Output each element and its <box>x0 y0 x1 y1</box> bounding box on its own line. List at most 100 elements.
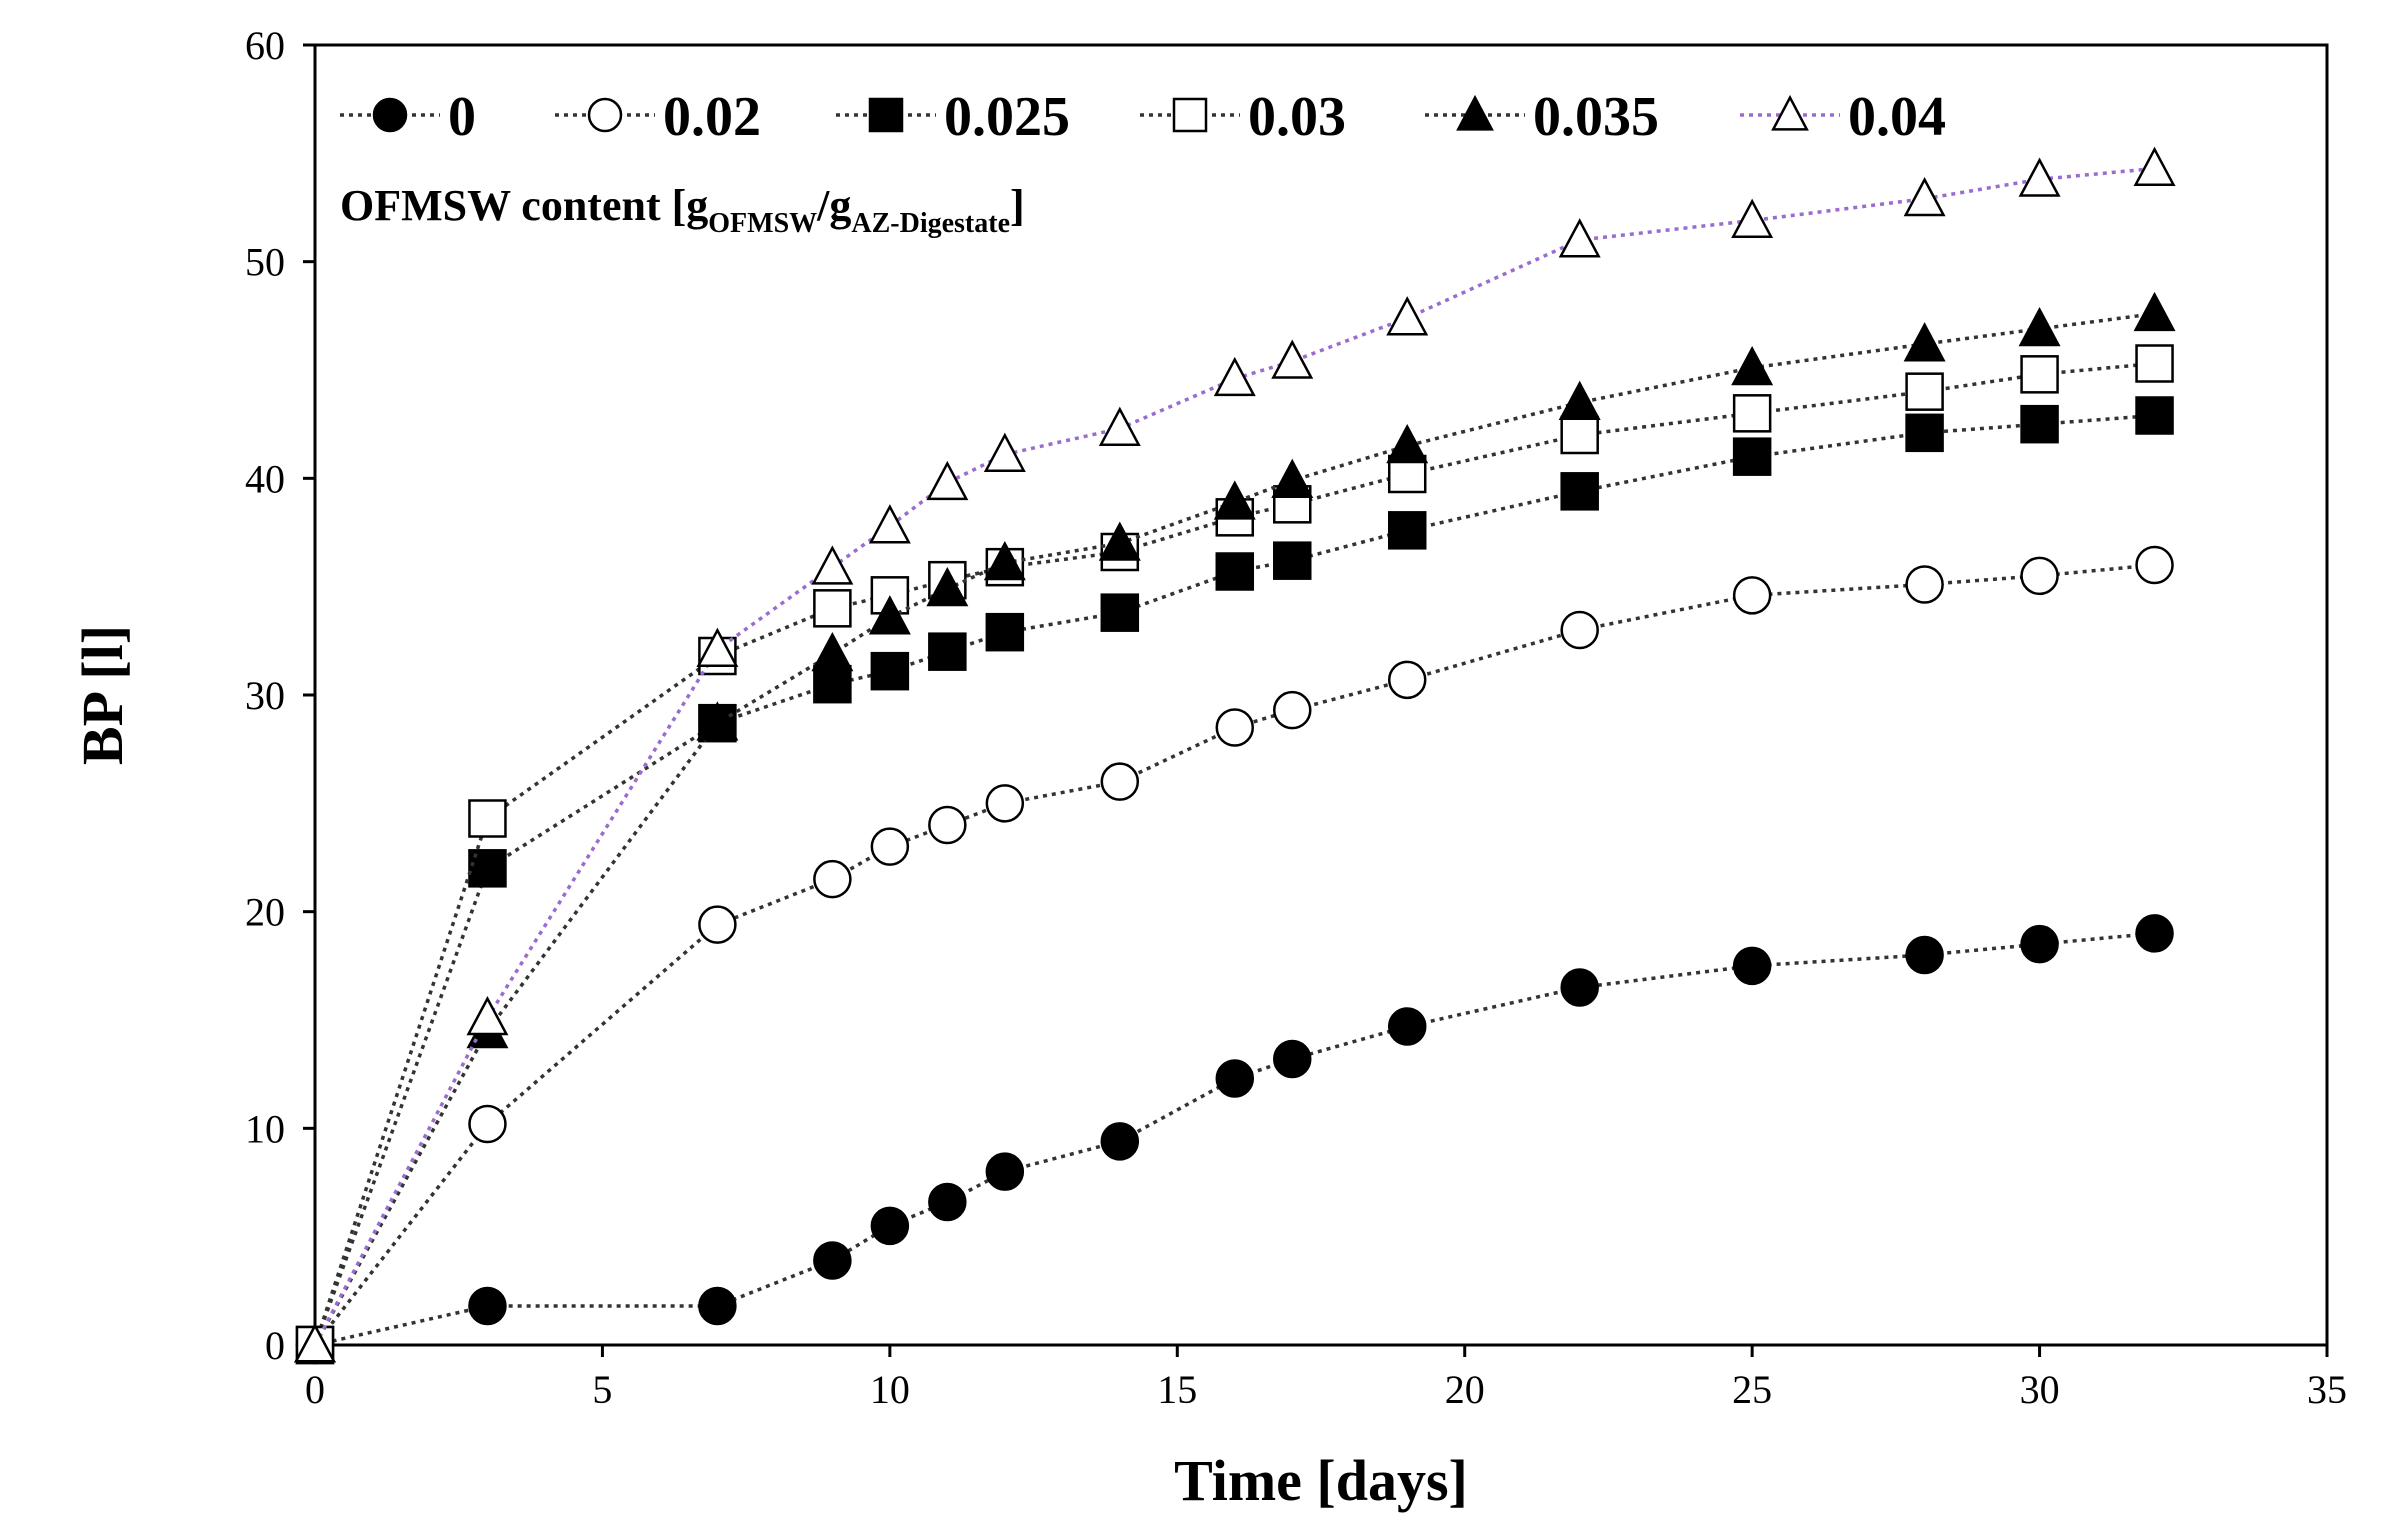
data-point <box>2020 556 2059 596</box>
data-point <box>870 1206 910 1246</box>
axis-ticks: 0 5 10 15 20 25 30 35 0 10 20 30 40 50 60 <box>245 23 2347 1412</box>
data-point <box>868 595 911 635</box>
legend-label: 0.04 <box>1848 86 1946 148</box>
data-point <box>1273 690 1312 730</box>
legend-marker <box>372 97 408 133</box>
series-line <box>313 563 2155 1347</box>
x-tick-label: 25 <box>1732 1367 1772 1412</box>
series-line <box>313 311 2155 1346</box>
data-point <box>1560 472 1599 511</box>
x-tick-label: 10 <box>870 1367 910 1412</box>
y-tick-label: 50 <box>245 240 285 285</box>
data-point <box>1387 660 1427 700</box>
data-point <box>1560 415 1599 455</box>
data-point <box>2133 146 2176 186</box>
x-tick-label: 30 <box>2020 1367 2060 1412</box>
data-point <box>1731 198 1774 238</box>
data-point <box>926 460 969 501</box>
data-point <box>468 799 507 838</box>
data-point <box>813 1241 852 1280</box>
data-point <box>813 859 852 899</box>
data-point <box>1732 437 1772 476</box>
data-point <box>811 545 854 585</box>
legend-entry: 0.04 <box>1740 86 1946 148</box>
legend-label: 0.02 <box>663 86 761 148</box>
data-point <box>1905 413 1944 453</box>
y-tick-label: 40 <box>245 456 285 501</box>
data-point <box>1213 356 1256 397</box>
y-tick-label: 20 <box>245 890 285 935</box>
data-point <box>985 784 1025 823</box>
data-point <box>696 627 739 667</box>
x-tick-label: 20 <box>1445 1367 1485 1412</box>
data-point <box>1905 935 1944 975</box>
data-point <box>870 827 910 866</box>
legend-marker <box>1172 97 1208 133</box>
data-point <box>2018 157 2061 197</box>
data-point <box>928 632 967 671</box>
x-axis-title: Time [days] <box>1174 1448 1468 1513</box>
data-point <box>2135 396 2174 435</box>
data-point <box>1905 372 1944 411</box>
data-point <box>813 589 852 628</box>
data-point <box>2133 291 2176 332</box>
data-point <box>1905 565 1944 604</box>
series-0.035 <box>294 291 2176 1363</box>
legend-entry: 0.025 <box>836 86 1070 148</box>
legend: 0 0.02 0.025 0.03 0.035 0.04 <box>340 86 1946 148</box>
data-point <box>1271 339 1314 379</box>
legend-marker <box>587 97 623 133</box>
data-point <box>1560 610 1599 650</box>
data-point <box>696 701 739 741</box>
series-layer <box>294 146 2176 1365</box>
legend-label: 0.025 <box>944 86 1070 148</box>
data-point <box>1100 762 1140 801</box>
legend-label: 0.035 <box>1533 86 1659 148</box>
data-point <box>468 1104 507 1144</box>
data-point <box>811 631 854 672</box>
legend-label: 0 <box>448 86 476 148</box>
data-point <box>1732 946 1772 986</box>
data-point <box>1558 218 1601 258</box>
data-point <box>1386 423 1429 464</box>
data-point <box>2018 306 2061 347</box>
plot-frame <box>313 43 2329 1347</box>
data-point <box>928 1182 967 1222</box>
data-point <box>2135 344 2174 383</box>
data-point <box>2020 924 2059 964</box>
data-point <box>985 612 1025 652</box>
series-line <box>314 931 2155 1347</box>
data-point <box>928 805 967 845</box>
data-point <box>468 1286 507 1326</box>
data-point <box>294 1323 336 1363</box>
data-point <box>1731 345 1774 386</box>
series-line <box>313 166 2155 1346</box>
x-tick-label: 0 <box>305 1367 325 1412</box>
data-point <box>1271 458 1314 498</box>
legend-title: OFMSW content [gOFMSW/gAZ-Digestate] <box>340 181 1025 239</box>
data-point <box>1213 480 1256 520</box>
series-0 <box>295 914 2174 1365</box>
x-tick-label: 5 <box>592 1367 612 1412</box>
data-point <box>1558 380 1601 420</box>
data-point <box>868 504 911 544</box>
x-tick-label: 15 <box>1157 1367 1197 1412</box>
data-point <box>1098 406 1141 446</box>
data-point <box>1273 1039 1312 1079</box>
x-tick-label: 35 <box>2307 1367 2347 1412</box>
data-point <box>983 540 1026 581</box>
data-point <box>2135 914 2174 953</box>
data-point <box>1215 1059 1255 1098</box>
data-point <box>1215 708 1255 747</box>
data-point <box>1903 322 1946 362</box>
series-line <box>313 413 2155 1346</box>
legend-entry: 0 <box>340 86 476 148</box>
data-point <box>1903 176 1946 217</box>
legend-entry: 0.035 <box>1425 86 1659 148</box>
data-point <box>813 664 852 704</box>
legend-label: 0.03 <box>1248 86 1346 148</box>
y-tick-label: 60 <box>245 23 285 68</box>
y-tick-label: 10 <box>245 1106 285 1151</box>
data-point <box>1387 1007 1427 1046</box>
